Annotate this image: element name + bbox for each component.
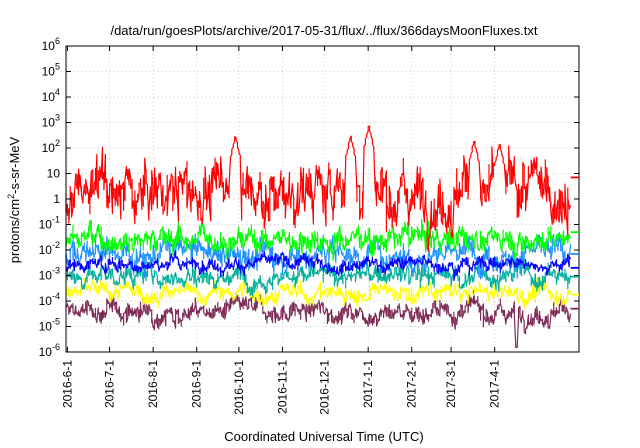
x-tick-label: 2016-7-1 (103, 360, 117, 408)
series-layer (65, 125, 572, 349)
y-axis-title-prefix: protons/cm (7, 199, 22, 263)
x-tick-label: 2016-11-1 (275, 360, 289, 414)
x-tick-label: 2016-12-1 (318, 360, 332, 415)
y-tick-label: 102 (42, 138, 60, 155)
x-tick-label: 2017-4-1 (488, 360, 502, 408)
y-tick-label: 10-1 (39, 215, 60, 232)
y-tick-label: 10-6 (39, 342, 60, 359)
y-tick-label: 1 (53, 192, 60, 206)
series-line-1 (65, 290, 572, 349)
y-tick-label: 105 (42, 62, 60, 79)
y-tick-label: 106 (42, 36, 60, 53)
y-axis-title: protons/cm2-s-sr-MeV (6, 136, 22, 263)
y-axis-title-suffix: -s-sr-MeV (7, 136, 22, 193)
x-tick-label: 2017-3-1 (444, 360, 458, 408)
series-line-5 (65, 218, 572, 261)
series-line-2 (65, 277, 572, 309)
x-axis-ticks: 2016-6-1 2016-7-1 2016-8-1 2016-9-1 2016-10-… (60, 46, 502, 415)
x-tick-label: 2016-8-1 (146, 360, 160, 408)
chart-title: /data/run/goesPlots/archive/2017-05-31/f… (110, 23, 537, 38)
x-tick-label: 2017-1-1 (361, 360, 375, 408)
x-tick-label: 2016-9-1 (190, 360, 204, 408)
series-line-4 (65, 230, 572, 280)
y-tick-label: 104 (42, 87, 60, 104)
y-tick-label: 10-5 (39, 317, 60, 334)
x-axis-title: Coordinated Universal Time (UTC) (224, 429, 423, 444)
y-tick-label: 10-4 (39, 291, 60, 308)
x-tick-label: 2017-2-1 (405, 360, 419, 408)
y-tick-label: 103 (42, 113, 60, 130)
y-tick-label: 10-3 (39, 266, 60, 283)
y-axis-ticks: 10-6 10-5 10-4 10-3 10-2 10-1 1 10 102 103 104 105 1… (39, 36, 579, 359)
series-line-6 (65, 250, 572, 281)
y-tick-label: 10 (47, 167, 61, 181)
x-tick-label: 2016-6-1 (60, 360, 74, 408)
y-tick-label: 10-2 (39, 240, 60, 257)
y-axis-title-superscript: 2 (6, 194, 16, 199)
series-line-7 (65, 125, 572, 252)
x-tick-label: 2016-10-1 (232, 360, 246, 415)
series-end-markers (570, 176, 579, 310)
